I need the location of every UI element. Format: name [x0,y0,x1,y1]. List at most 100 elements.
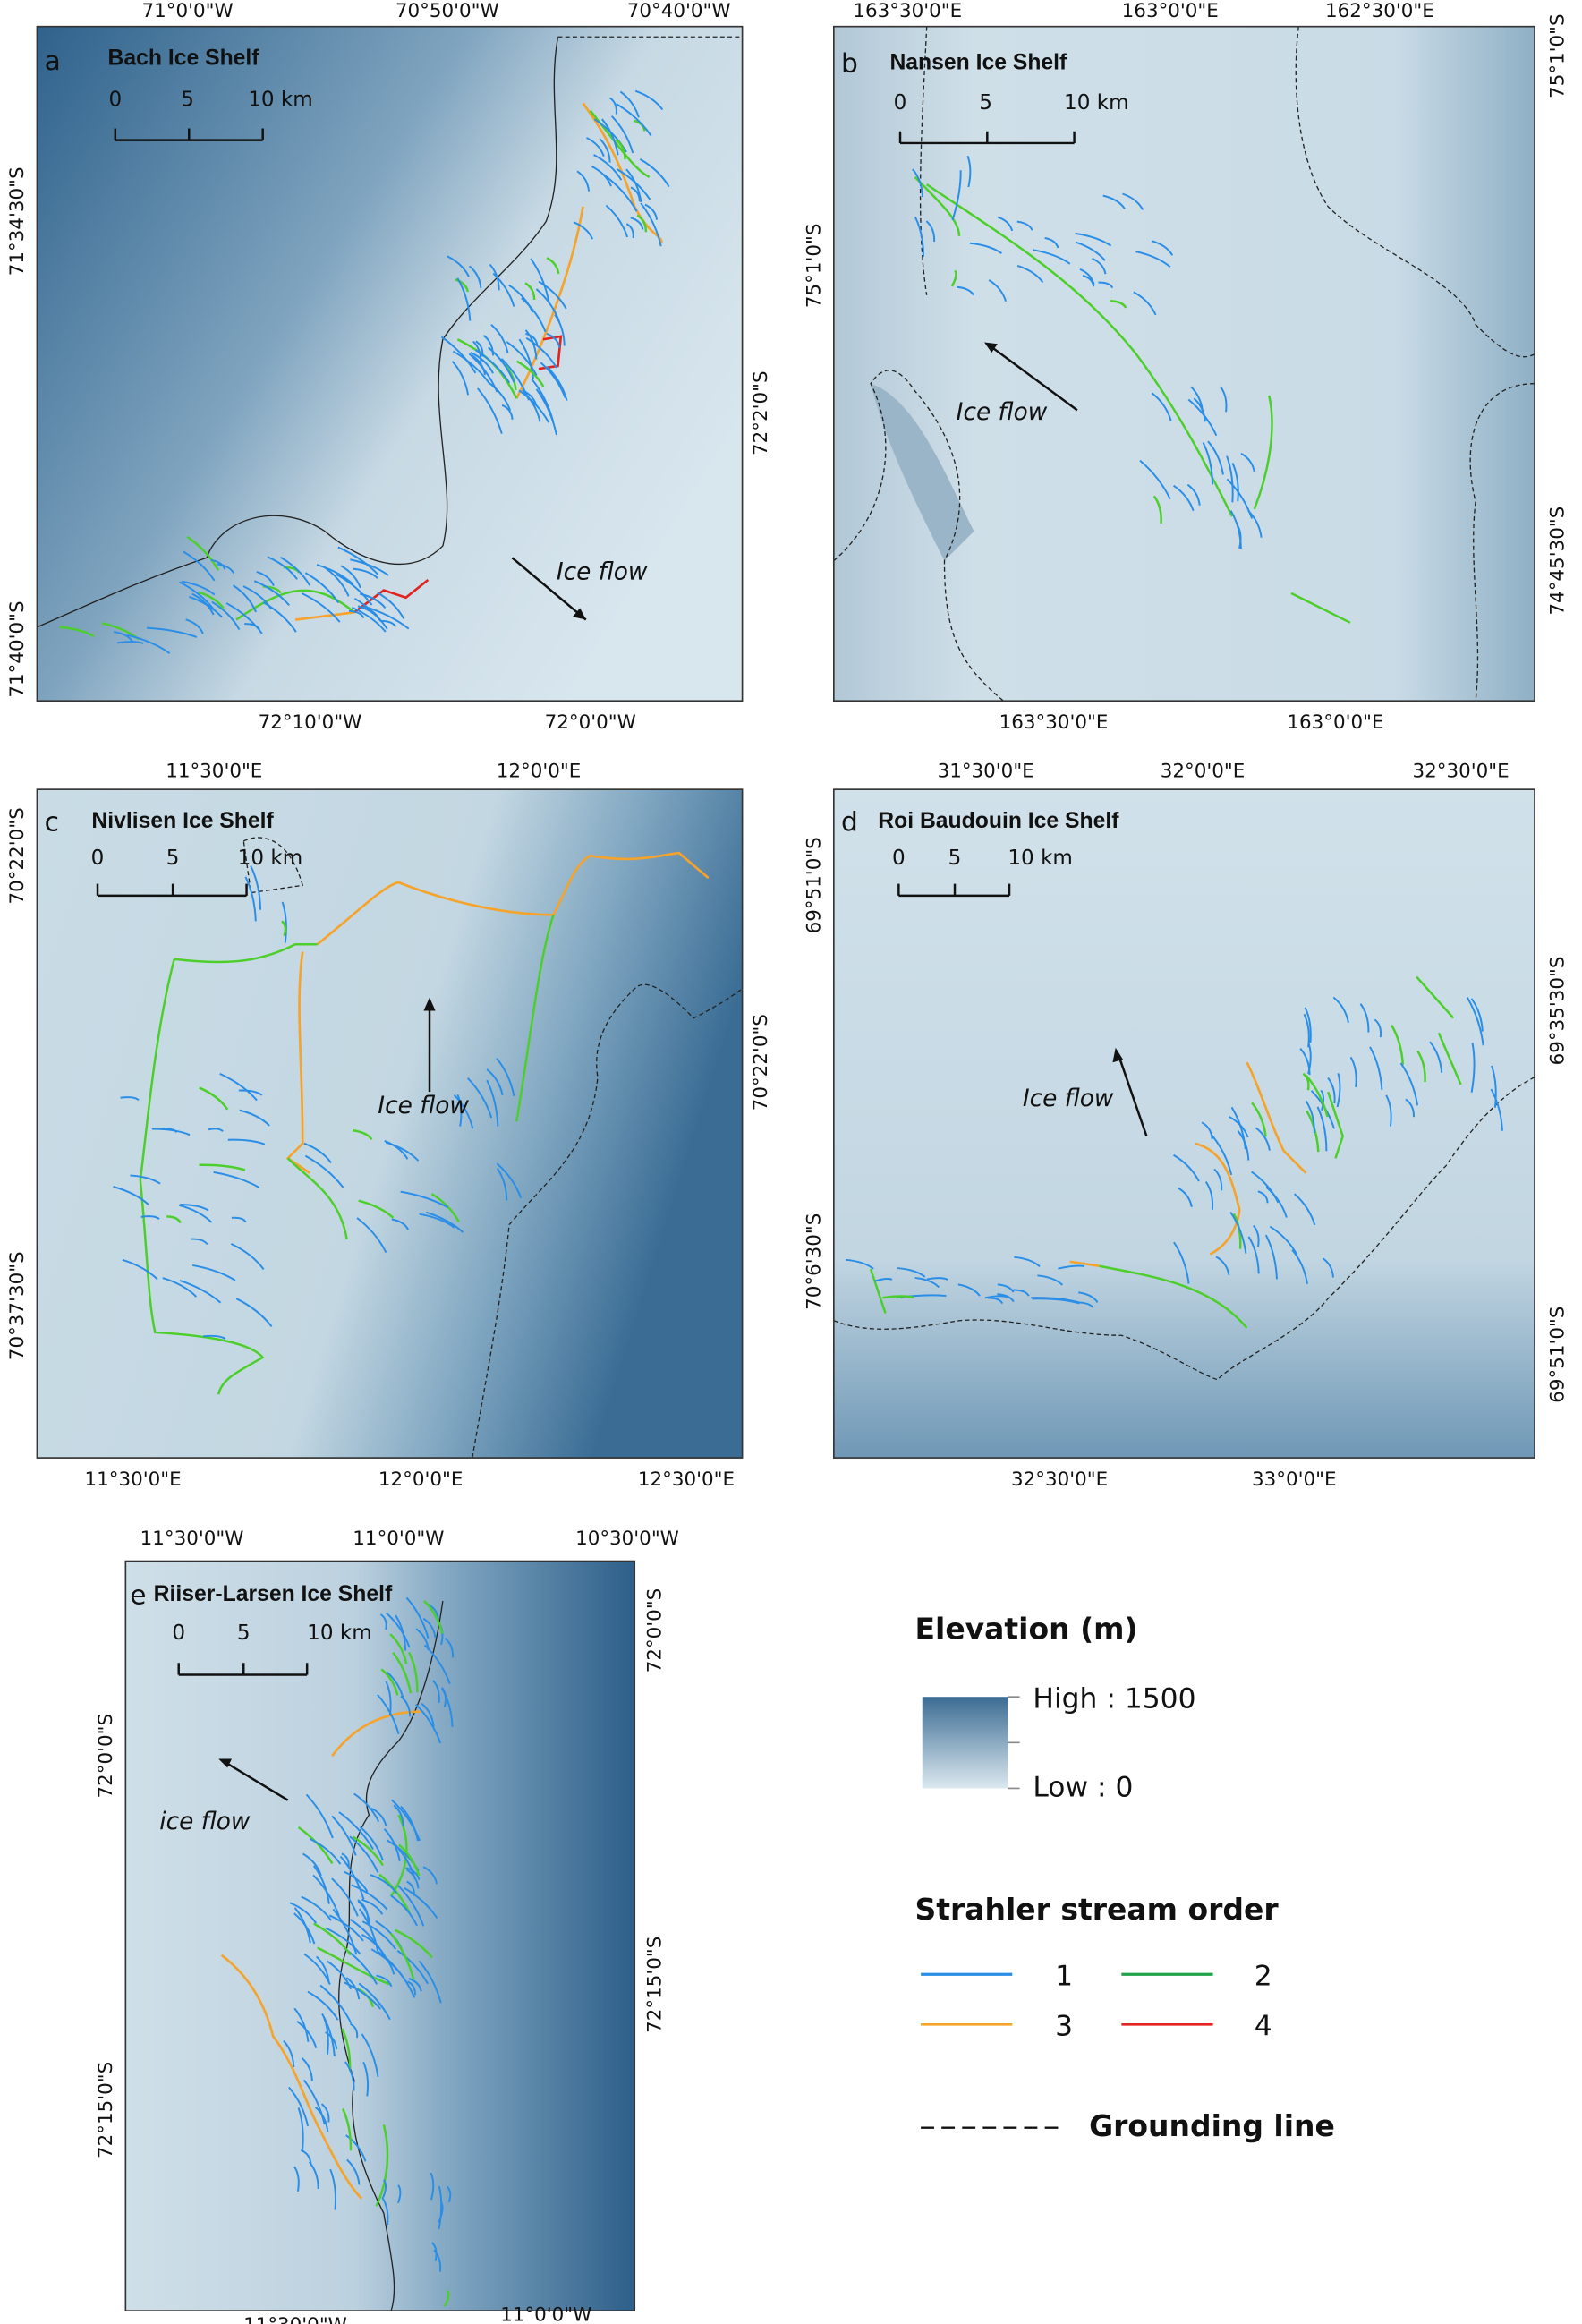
stream [425,1211,464,1233]
stream [301,1895,333,1921]
stream [320,2103,330,2123]
stream [489,263,500,291]
top-tick-label: 163°0'0"E [1122,0,1219,22]
stream [331,1877,359,1917]
stream [362,2061,370,2097]
stream [477,387,503,434]
panel-title: Nansen Ice Shelf [889,50,1067,74]
stream [1429,1041,1443,1073]
stream [576,170,591,192]
panel-letter: e [130,1579,146,1611]
stream [1231,463,1239,502]
panel-a: Ice flow a Bach Ice Shelf 0 5 10 km 71°0… [6,0,772,734]
stream [471,354,486,376]
top-tick-label: 70°40'0"W [627,0,731,22]
left-tick-label: 69°51'0"S [803,837,825,933]
stream [1226,478,1254,519]
stream [616,103,652,137]
stream [522,390,541,422]
stream [630,217,644,230]
map-frame [124,1560,636,2311]
stream [1269,1225,1298,1256]
stream [396,2184,402,2204]
stream [235,1298,273,1327]
stream [926,1277,948,1281]
flow-arrow [986,343,1078,412]
stream [546,366,568,401]
stream [603,174,638,212]
stream [418,1960,442,2004]
stream [966,155,972,188]
top-tick-label: 11°0'0"W [353,1528,444,1550]
stream [1031,1297,1080,1304]
top-tick-label: 70°50'0"W [396,0,499,22]
stream [384,1139,409,1160]
stream [610,115,634,154]
stream [227,1138,266,1145]
stream [1265,1186,1288,1218]
stream [400,1190,448,1209]
stream [244,876,257,922]
stream [1173,1153,1200,1182]
stream [113,1186,149,1205]
stream [296,2021,318,2048]
stream [406,1880,415,1896]
stream [869,975,1462,1329]
stream [540,362,566,399]
stream [1133,291,1157,316]
stream [337,546,379,575]
stream [147,626,198,638]
stream [358,1199,395,1219]
stream [345,2134,367,2162]
panel-c: Ice flow c Nivlisen Ice Shelf 0 5 10 km … [6,760,772,1490]
panel-title: Roi Baudouin Ice Shelf [878,809,1119,833]
stream [127,634,171,654]
stream [422,1617,437,1639]
stream [1122,192,1144,210]
stream [496,1057,515,1097]
stream [1490,1088,1503,1131]
stream [336,574,373,606]
stream [432,1680,440,1704]
stream [1322,1257,1334,1278]
stream [636,214,648,233]
stream [151,1128,191,1136]
stream [166,1215,182,1224]
stream [312,1865,330,1904]
stream [486,1068,504,1096]
stream [302,1852,322,1877]
stream [302,2079,326,2125]
stream [398,1843,421,1877]
stream [179,1204,209,1212]
flow-arrowhead [218,1758,233,1768]
map-background [37,26,743,702]
stream [1215,1256,1230,1275]
stream [316,1955,330,1983]
stream [634,89,664,111]
stream [289,1902,318,1924]
stream [211,600,241,631]
stream [361,1933,387,1959]
stream [468,265,482,289]
stream [531,378,555,423]
stream [314,2107,329,2132]
stream [586,137,605,157]
stream [456,1094,463,1127]
scale-label: 10 km [248,89,313,112]
stream [356,1217,387,1254]
bottom-tick-label: 32°30'0"E [1011,1468,1108,1491]
stream [470,352,494,374]
bottom-tick-label: 11°30'0"W [243,2314,347,2324]
stream [382,2179,387,2198]
stream [1291,1249,1308,1285]
stream [1098,281,1114,289]
stream [956,285,974,296]
stream [370,1807,387,1826]
stream [392,1842,416,1880]
stream [488,346,515,383]
stream [997,216,1014,232]
stream [1110,299,1127,309]
left-tick-label: 71°34'30"S [6,166,29,276]
stream [630,186,641,202]
stream [1152,495,1162,524]
